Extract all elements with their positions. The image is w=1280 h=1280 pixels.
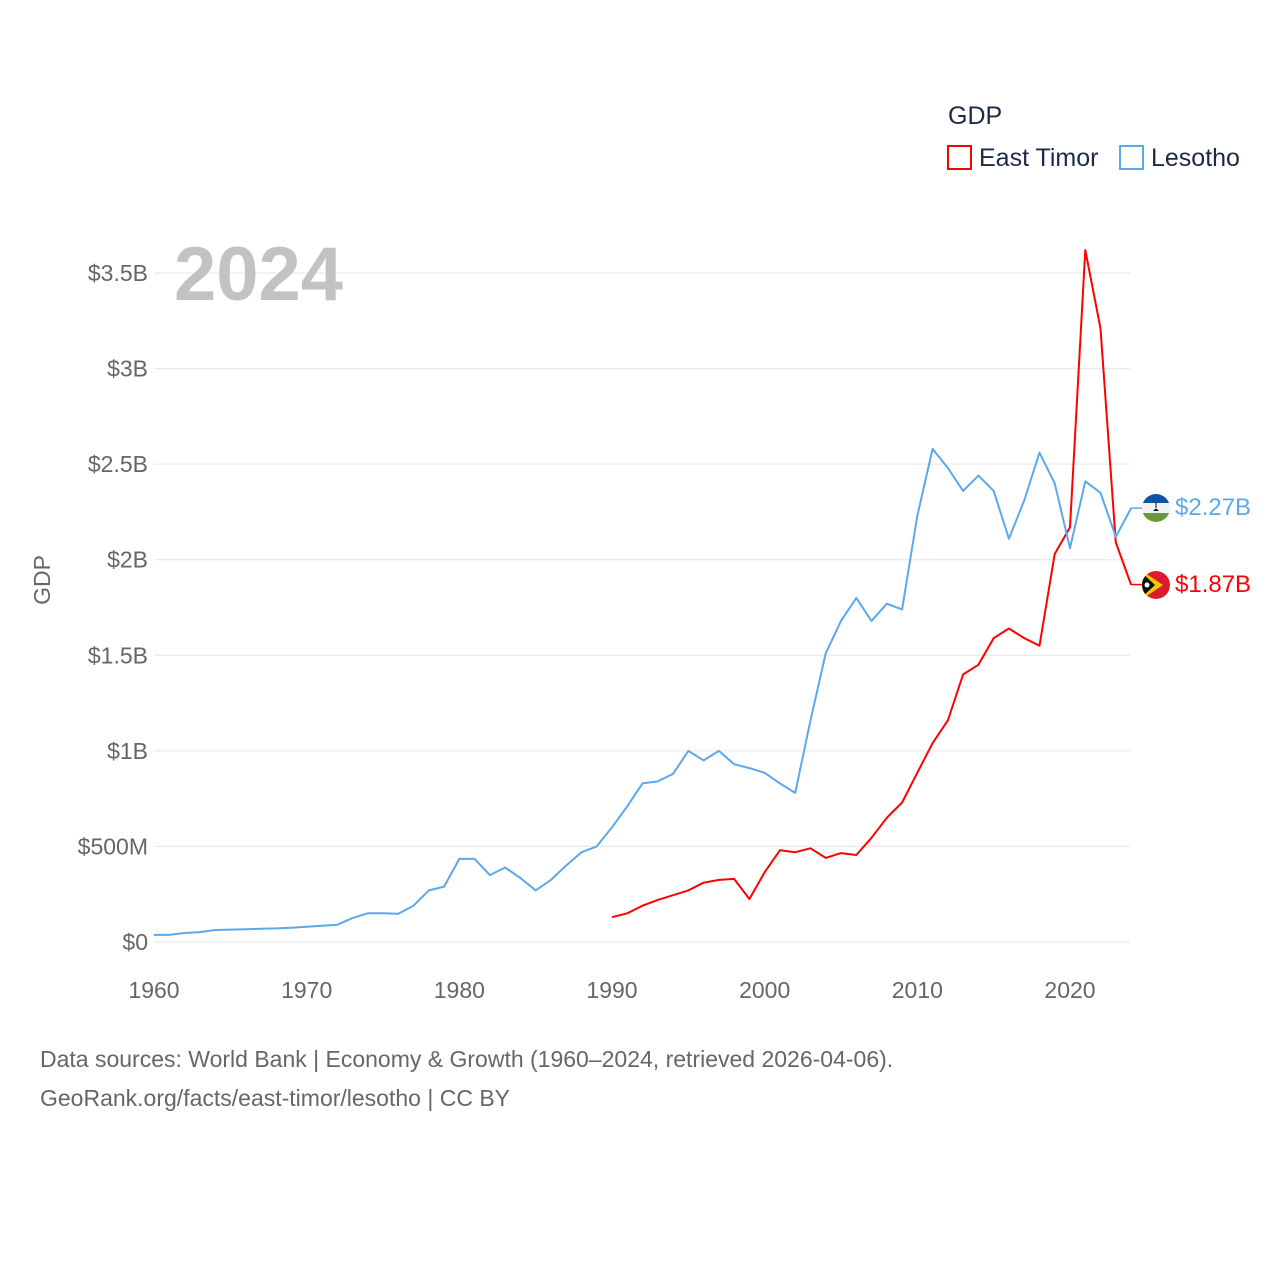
gridlines: [154, 272, 1130, 943]
x-tick-label: 1960: [128, 977, 179, 1003]
legend-swatch-lesotho: [1119, 145, 1144, 170]
end-label-east-timor: $1.87B: [1175, 571, 1251, 598]
y-tick-label: $3.5B: [88, 260, 148, 286]
source-note: Data sources: World Bank | Economy & Gro…: [40, 1046, 894, 1072]
x-tick-label: 2020: [1044, 977, 1095, 1003]
legend-label-east-timor: East Timor: [979, 144, 1098, 172]
y-tick-label: $1B: [107, 738, 148, 764]
lesotho-flag-icon: [1142, 494, 1170, 522]
x-axis-ticks: 1960 1970 1980 1990 2000 2010 2020: [128, 977, 1095, 1003]
x-tick-label: 1980: [434, 977, 485, 1003]
x-tick-label: 1970: [281, 977, 332, 1003]
east-timor-flag-icon: [1142, 571, 1170, 599]
year-watermark: 2024: [174, 232, 343, 317]
x-tick-label: 1990: [586, 977, 637, 1003]
y-tick-label: $500M: [78, 833, 148, 859]
source-link[interactable]: GeoRank.org/facts/east-timor/lesotho | C…: [40, 1085, 510, 1111]
y-axis-ticks: $0 $500M $1B $1.5B $2B $2.5B $3B $3.5B: [78, 260, 148, 955]
y-tick-label: $2B: [107, 547, 148, 573]
legend: GDP East Timor Lesotho: [947, 102, 1240, 172]
y-tick-label: $0: [122, 929, 148, 955]
legend-item-east-timor[interactable]: East Timor: [947, 144, 1098, 172]
series-line-east-timor[interactable]: [611, 249, 1133, 919]
x-tick-label: 2010: [892, 977, 943, 1003]
end-label-lesotho: $2.27B: [1175, 494, 1251, 521]
legend-swatch-east-timor: [947, 145, 972, 170]
series-line-lesotho[interactable]: [154, 447, 1132, 936]
legend-title: GDP: [948, 102, 1002, 130]
y-tick-label: $2.5B: [88, 451, 148, 477]
series-lines: [154, 249, 1142, 936]
y-axis-label: GDP: [29, 555, 55, 605]
y-tick-label: $1.5B: [88, 642, 148, 668]
x-tick-label: 2000: [739, 977, 790, 1003]
legend-label-lesotho: Lesotho: [1151, 144, 1240, 172]
y-tick-label: $3B: [107, 356, 148, 382]
legend-item-lesotho[interactable]: Lesotho: [1119, 144, 1240, 172]
